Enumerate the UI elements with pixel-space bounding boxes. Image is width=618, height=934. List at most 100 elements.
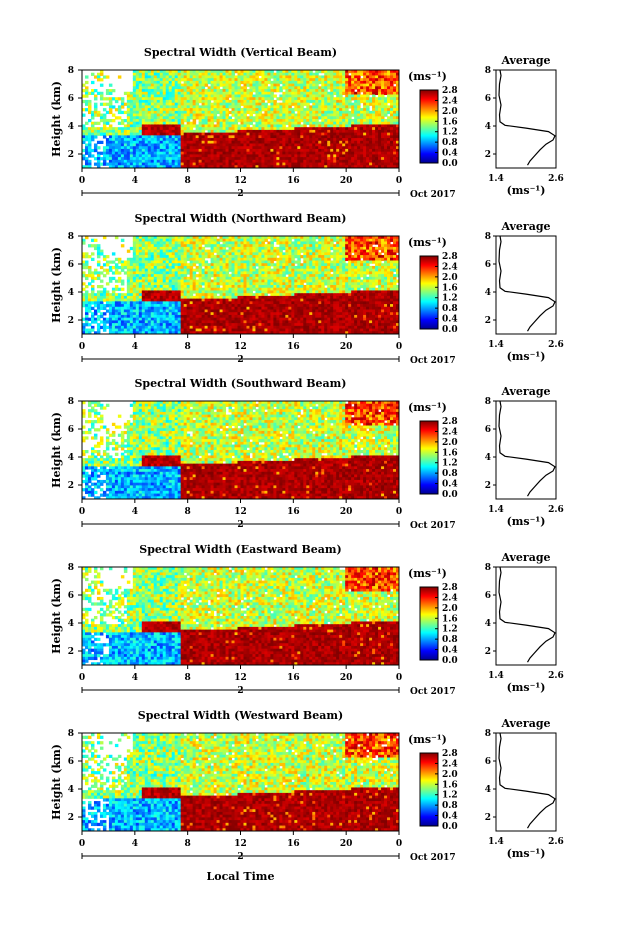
heatmap-cell <box>103 299 106 302</box>
heatmap-cell <box>91 116 94 119</box>
heatmap-cell <box>130 247 133 250</box>
heatmap-cell <box>124 103 127 106</box>
heatmap-cell <box>100 307 103 310</box>
heatmap-cell <box>91 258 94 261</box>
heatmap-cell <box>369 103 372 106</box>
heatmap-cell <box>118 75 121 78</box>
heatmap-cell <box>121 244 124 247</box>
heatmap-cell <box>97 133 100 136</box>
heatmap-cell <box>100 119 103 122</box>
heatmap-cell <box>85 255 88 258</box>
heatmap-cell <box>94 247 97 250</box>
heatmap-cell <box>121 105 124 108</box>
heatmap-cell <box>261 108 264 111</box>
average-frame <box>496 70 556 168</box>
heatmap-cell <box>384 114 387 117</box>
heatmap-cell <box>100 152 103 155</box>
heatmap-cell <box>100 315 103 318</box>
heatmap-cell <box>318 81 321 84</box>
heatmap-cell <box>103 269 106 272</box>
heatmap-cell <box>88 318 91 321</box>
heatmap-cell <box>94 89 97 92</box>
heatmap-cell <box>106 263 109 266</box>
heatmap-cell <box>88 323 91 326</box>
heatmap-cell <box>91 244 94 247</box>
heatmap-cell <box>118 111 121 114</box>
heatmap-cell <box>121 122 124 125</box>
heatmap-cell <box>264 97 267 100</box>
heatmap-cell <box>100 266 103 269</box>
heatmap-cell <box>88 154 91 157</box>
heatmap-cell <box>360 73 363 76</box>
x-tick-label: 12 <box>234 176 247 186</box>
heatmap-cell <box>85 323 88 326</box>
heatmap-cell <box>94 312 97 315</box>
heatmap-cell <box>94 304 97 307</box>
heatmap-cell <box>112 252 115 255</box>
heatmap-cell <box>85 95 88 98</box>
heatmap-cell <box>193 290 196 293</box>
heatmap-cell <box>97 78 100 81</box>
heatmap-cell <box>91 307 94 310</box>
heatmap-cell <box>88 255 91 258</box>
heatmap-cell <box>208 255 211 258</box>
heatmap-cell <box>291 103 294 106</box>
heatmap-cell <box>351 114 354 117</box>
heatmap-cell <box>199 100 202 103</box>
date-day-label: 2 <box>237 189 243 199</box>
heatmap-cell <box>124 266 127 269</box>
heatmap-cell <box>393 81 396 84</box>
heatmap-cell <box>82 282 85 285</box>
heatmap-cell <box>106 163 109 166</box>
heatmap-cell <box>333 92 336 95</box>
heatmap-cell <box>106 320 109 323</box>
heatmap-cell <box>193 263 196 266</box>
heatmap-cell <box>103 312 106 315</box>
heatmap-cell <box>103 108 106 111</box>
heatmap <box>82 70 400 169</box>
heatmap-cell <box>106 97 109 100</box>
heatmap-cell <box>85 152 88 155</box>
heatmap-cell <box>211 97 214 100</box>
heatmap-cell <box>103 329 106 332</box>
x-tick-label: 16 <box>287 176 300 186</box>
heatmap-cell <box>109 261 112 264</box>
heatmap-cell <box>121 282 124 285</box>
figure-canvas: Spectral Width (Vertical Beam)8642Height… <box>0 0 618 929</box>
colorbar-tick-label: 1.6 <box>442 117 458 127</box>
heatmap-cell <box>375 92 378 95</box>
average-y-tick-label: 8 <box>485 66 491 76</box>
heatmap-cell <box>202 263 205 266</box>
heatmap-cell <box>214 119 217 122</box>
heatmap-cell <box>360 100 363 103</box>
heatmap-cell <box>106 103 109 106</box>
heatmap-cell <box>273 95 276 98</box>
heatmap-cell <box>85 277 88 280</box>
panel-1: Spectral Width (Northward Beam)8642Heigh… <box>50 212 564 366</box>
x-tick-label: 0 <box>396 176 402 186</box>
heatmap-cell <box>91 239 94 242</box>
heatmap-cell <box>91 154 94 157</box>
spectral-width-figure: Spectral Width (Vertical Beam)8642Height… <box>0 0 618 929</box>
heatmap-cell <box>121 288 124 291</box>
heatmap-cell <box>103 163 106 166</box>
heatmap-cell <box>106 310 109 313</box>
heatmap-cell <box>97 141 100 144</box>
heatmap-cell <box>106 326 109 329</box>
heatmap-cell <box>115 271 118 274</box>
heatmap-cell <box>276 89 279 92</box>
heatmap-cell <box>106 255 109 258</box>
heatmap-cell <box>121 111 124 114</box>
heatmap-cell <box>88 244 91 247</box>
heatmap-cell <box>285 122 288 125</box>
colorbar-tick-label: 1.2 <box>442 128 458 138</box>
heatmap-cell <box>208 81 211 84</box>
heatmap-cell <box>279 81 282 84</box>
heatmap-cell <box>103 103 106 106</box>
heatmap-cell <box>97 277 100 280</box>
heatmap-cell <box>91 320 94 323</box>
heatmap-cell <box>85 108 88 111</box>
heatmap-cell <box>100 271 103 274</box>
x-tick-label: 0 <box>79 176 85 186</box>
heatmap-cell <box>100 252 103 255</box>
